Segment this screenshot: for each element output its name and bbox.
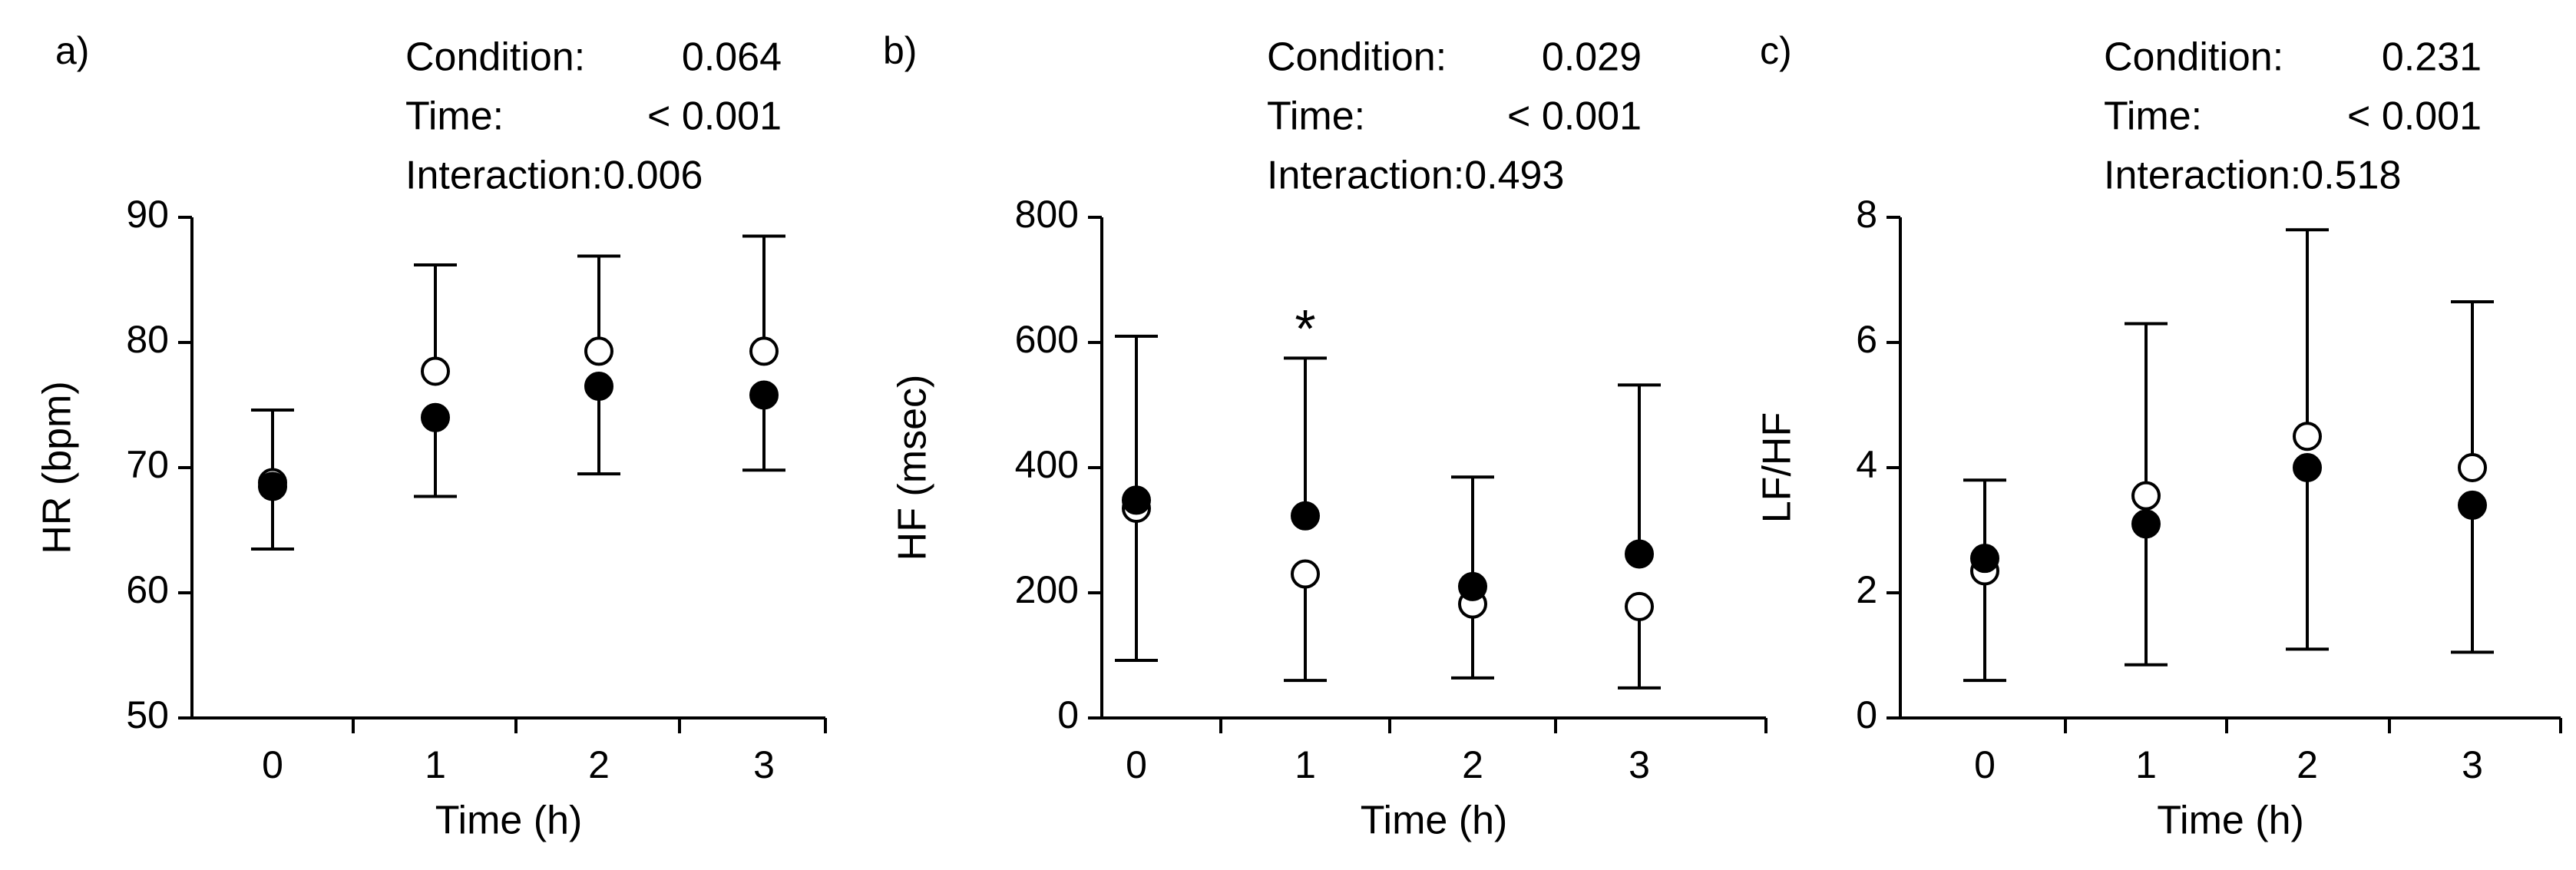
- panel-label: b): [883, 29, 917, 72]
- stat-value-0: 0.231: [2382, 35, 2482, 80]
- stat-value-0: 0.029: [1542, 35, 1642, 80]
- y-tick-label: 70: [126, 443, 169, 486]
- y-tick-label: 0: [1057, 693, 1079, 736]
- data-point-filled: [2458, 490, 2487, 520]
- x-axis-title: Time (h): [435, 799, 583, 843]
- panel-label: c): [1760, 29, 1792, 72]
- x-tick-label: 1: [2135, 743, 2157, 786]
- y-axis-title: HR (bpm): [35, 381, 80, 554]
- y-axis-title: LF/HF: [1755, 412, 1800, 523]
- data-point-open: [421, 356, 450, 386]
- stat-value-1: < 0.001: [2347, 94, 2482, 139]
- x-tick-label: 3: [1629, 743, 1650, 786]
- data-point-filled: [1291, 501, 1320, 531]
- y-tick-label: 50: [126, 693, 169, 736]
- stat-value-1: < 0.001: [1507, 94, 1642, 139]
- y-axis-title: HF (msec): [891, 375, 935, 561]
- data-point-open: [2131, 481, 2161, 511]
- data-point-open: [1291, 559, 1320, 589]
- data-point-filled: [749, 380, 779, 410]
- stat-label-interaction: Interaction:0.006: [405, 154, 703, 198]
- y-tick-label: 800: [1015, 193, 1079, 236]
- y-tick-label: 2: [1856, 568, 1877, 611]
- data-point-filled: [258, 471, 287, 501]
- x-tick-label: 2: [2297, 743, 2318, 786]
- stat-label-0: Condition:: [405, 35, 585, 80]
- stat-label-1: Time:: [405, 94, 504, 139]
- y-tick-label: 90: [126, 193, 169, 236]
- stat-value-1: < 0.001: [647, 94, 782, 139]
- y-tick-label: 6: [1856, 318, 1877, 361]
- data-point-filled: [421, 402, 450, 432]
- y-tick-label: 200: [1015, 568, 1079, 611]
- panel-lf-hf: c) Condition: 0.231 Time: < 0.001 Interaction…: [1755, 29, 2562, 843]
- stat-label-1: Time:: [1267, 94, 1365, 139]
- y-tick-label: 8: [1856, 193, 1877, 236]
- x-tick-label: 0: [1974, 743, 1996, 786]
- y-tick-label: 60: [126, 568, 169, 611]
- stat-label-0: Condition:: [1267, 35, 1447, 80]
- stat-label-0: Condition:: [2104, 35, 2283, 80]
- x-tick-label: 1: [425, 743, 446, 786]
- x-axis-title: Time (h): [1361, 799, 1508, 843]
- data-point-filled: [584, 372, 613, 402]
- x-tick-label: 2: [1462, 743, 1483, 786]
- y-tick-label: 0: [1856, 693, 1877, 736]
- data-point-open: [584, 336, 613, 366]
- x-tick-label: 1: [1295, 743, 1316, 786]
- x-axis-title: Time (h): [2157, 799, 2304, 843]
- x-tick-label: 3: [2462, 743, 2483, 786]
- x-tick-label: 2: [588, 743, 610, 786]
- y-tick-label: 600: [1015, 318, 1079, 361]
- data-point-open: [2293, 422, 2322, 452]
- y-tick-label: 4: [1856, 443, 1877, 486]
- data-point-filled: [2293, 453, 2322, 482]
- y-tick-label: 80: [126, 318, 169, 361]
- data-point-filled: [1970, 544, 1999, 574]
- stat-value-0: 0.064: [682, 35, 782, 80]
- data-point-filled: [1625, 539, 1654, 569]
- panel-hf: b) Condition: 0.029 Time: < 0.001 Interaction…: [883, 29, 1767, 843]
- x-tick-label: 0: [1126, 743, 1147, 786]
- data-point-filled: [1122, 485, 1151, 515]
- x-tick-label: 0: [262, 743, 283, 786]
- stat-label-interaction: Interaction:0.518: [2104, 154, 2401, 198]
- panel-label: a): [55, 29, 89, 72]
- stat-label-interaction: Interaction:0.493: [1267, 154, 1564, 198]
- panel-hr: a) Condition: 0.064 Time: < 0.001 Interaction…: [35, 29, 827, 843]
- y-tick-label: 400: [1015, 443, 1079, 486]
- data-point-filled: [1458, 571, 1487, 601]
- data-point-open: [2458, 453, 2487, 482]
- significance-star: *: [1295, 299, 1315, 359]
- x-tick-label: 3: [753, 743, 775, 786]
- data-point-open: [1625, 591, 1654, 621]
- data-point-open: [749, 336, 779, 366]
- stat-label-1: Time:: [2104, 94, 2202, 139]
- data-point-filled: [2131, 509, 2161, 539]
